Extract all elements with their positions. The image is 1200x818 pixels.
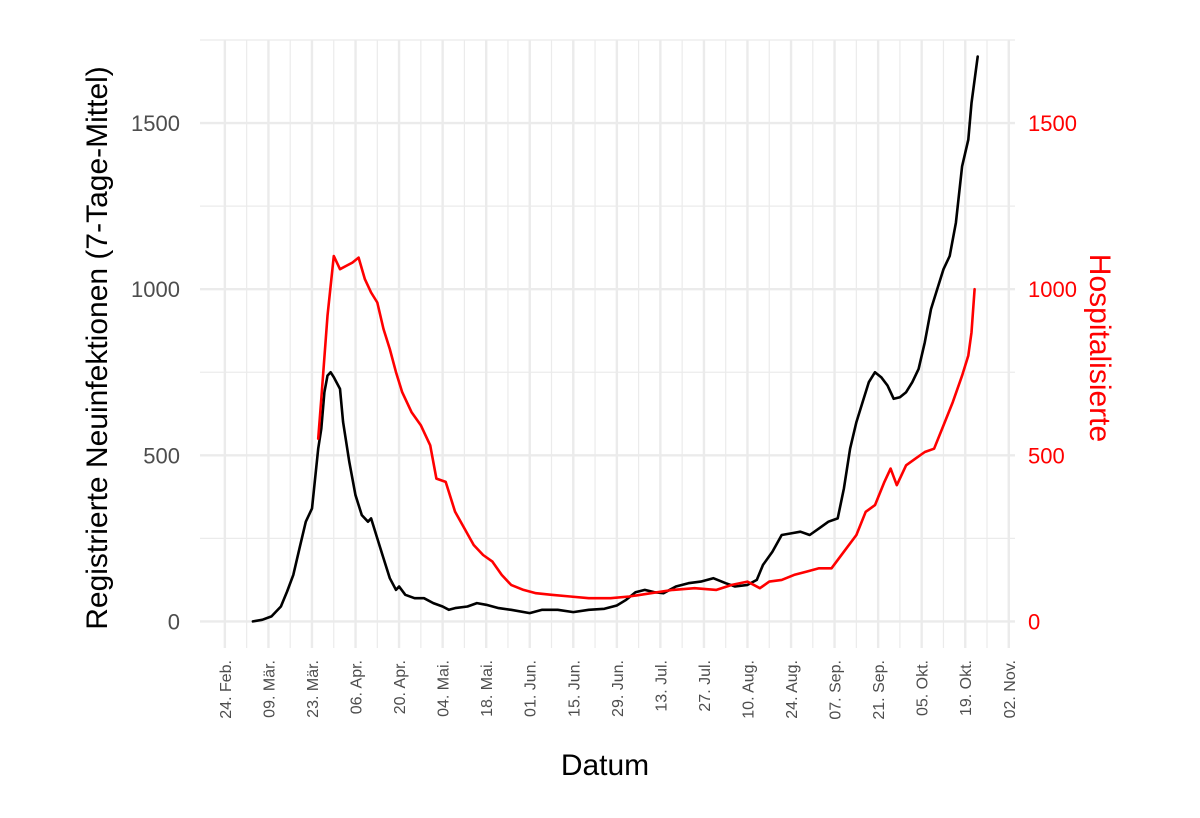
x-tick-label: 04. Mai. bbox=[436, 660, 453, 717]
y-axis-left-ticks: 0 500 1000 1500 bbox=[131, 111, 180, 634]
x-tick-label: 24. Feb. bbox=[218, 660, 235, 719]
y-axis-right-ticks: 0 500 1000 1500 bbox=[1028, 111, 1077, 634]
y-axis-left-title: Registrierte Neuinfektionen (7-Tage-Mitt… bbox=[81, 66, 114, 630]
x-tick-label: 07. Sep. bbox=[828, 660, 845, 720]
x-tick-label: 20. Apr. bbox=[392, 660, 409, 714]
x-tick-label: 15. Jun. bbox=[566, 660, 583, 717]
y2-tick-label: 1500 bbox=[1028, 111, 1077, 136]
y-tick-label: 0 bbox=[168, 609, 180, 634]
y2-tick-label: 1000 bbox=[1028, 277, 1077, 302]
grid-major bbox=[200, 40, 1015, 648]
grid-minor bbox=[200, 39, 1015, 648]
x-tick-label: 23. Mär. bbox=[305, 660, 322, 718]
x-tick-label: 21. Sep. bbox=[871, 660, 888, 720]
y-tick-label: 500 bbox=[143, 443, 180, 468]
y-tick-label: 1000 bbox=[131, 277, 180, 302]
x-axis-ticks: 24. Feb. 09. Mär. 23. Mär. 06. Apr. 20. Apr.… bbox=[218, 660, 1019, 720]
x-tick-label: 27. Jul. bbox=[697, 660, 714, 712]
x-tick-label: 06. Apr. bbox=[349, 660, 366, 714]
x-tick-label: 24. Aug. bbox=[784, 660, 801, 719]
x-axis-title: Datum bbox=[561, 749, 649, 782]
x-tick-label: 01. Jun. bbox=[523, 660, 540, 717]
y2-tick-label: 0 bbox=[1028, 609, 1040, 634]
y-tick-label: 1500 bbox=[131, 111, 180, 136]
x-tick-label: 29. Jun. bbox=[610, 660, 627, 717]
y-axis-right-title: Hospitalisierte bbox=[1083, 254, 1116, 442]
x-tick-label: 13. Jul. bbox=[653, 660, 670, 712]
x-tick-label: 02. Nov. bbox=[1002, 660, 1019, 718]
x-tick-label: 19. Okt. bbox=[958, 660, 975, 716]
y2-tick-label: 500 bbox=[1028, 443, 1065, 468]
x-tick-label: 05. Okt. bbox=[915, 660, 932, 716]
series-line-right bbox=[316, 254, 976, 600]
series-line-left bbox=[251, 55, 979, 623]
x-tick-label: 10. Aug. bbox=[740, 660, 757, 719]
x-tick-label: 18. Mai. bbox=[479, 660, 496, 717]
series-layer bbox=[251, 55, 979, 623]
x-tick-label: 09. Mär. bbox=[261, 660, 278, 718]
